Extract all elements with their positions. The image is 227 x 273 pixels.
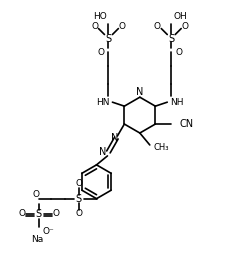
Text: HO: HO	[92, 12, 106, 21]
Text: S: S	[75, 194, 81, 204]
Text: N: N	[99, 147, 106, 157]
Text: O: O	[52, 209, 59, 218]
Text: O⁻: O⁻	[43, 227, 54, 236]
Text: N: N	[111, 133, 118, 143]
Text: CH₃: CH₃	[153, 143, 168, 152]
Text: O: O	[181, 22, 188, 31]
Text: OH: OH	[173, 12, 186, 21]
Text: NH: NH	[170, 98, 183, 107]
Text: S: S	[105, 34, 111, 43]
Text: Na: Na	[31, 235, 43, 244]
Text: O: O	[75, 179, 82, 188]
Text: O: O	[18, 209, 25, 218]
Text: O: O	[97, 48, 104, 57]
Text: O: O	[174, 48, 181, 57]
Text: O: O	[75, 209, 82, 218]
Text: O: O	[91, 22, 98, 31]
Text: O: O	[118, 22, 125, 31]
Text: S: S	[36, 209, 42, 219]
Text: HN: HN	[96, 98, 109, 107]
Text: O: O	[32, 190, 39, 199]
Text: O: O	[153, 22, 160, 31]
Text: CN: CN	[178, 119, 192, 129]
Text: N: N	[136, 87, 143, 97]
Text: S: S	[168, 34, 173, 43]
